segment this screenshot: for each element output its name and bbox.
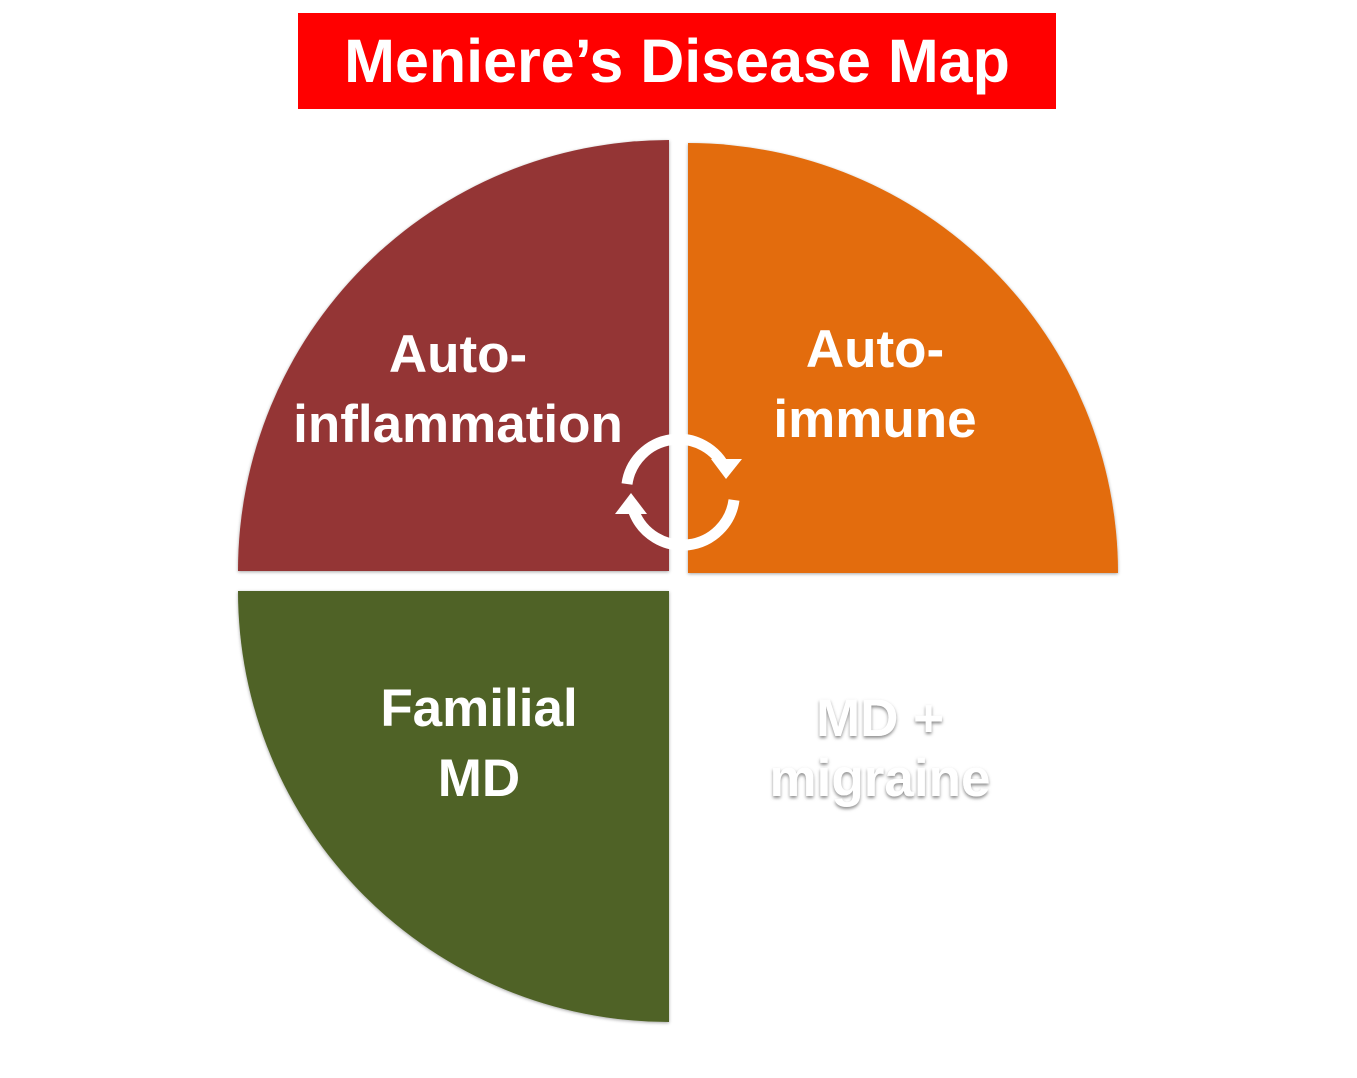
md-migraine-quadrant	[688, 591, 1118, 1021]
title-banner: Meniere’s Disease Map	[298, 13, 1056, 109]
familial-label-line2: MD	[438, 749, 520, 808]
autoinflammation-label-line1: Auto-	[389, 325, 527, 384]
migraine-label-line2: migraine	[770, 749, 991, 808]
autoinflammation-label-line2: inflammation	[293, 395, 623, 454]
autoinflammation-quadrant	[238, 140, 669, 571]
autoimmune-label-line1: Auto-	[806, 320, 944, 379]
cycle-arrows-icon	[615, 433, 742, 551]
autoimmune-label-line2: immune	[773, 390, 976, 449]
migraine-label-line1: MD +	[816, 689, 944, 748]
autoimmune-quadrant	[688, 143, 1118, 573]
page-title: Meniere’s Disease Map	[344, 27, 1010, 95]
familial-label-line1: Familial	[380, 679, 577, 738]
familial-md-quadrant	[238, 591, 669, 1022]
